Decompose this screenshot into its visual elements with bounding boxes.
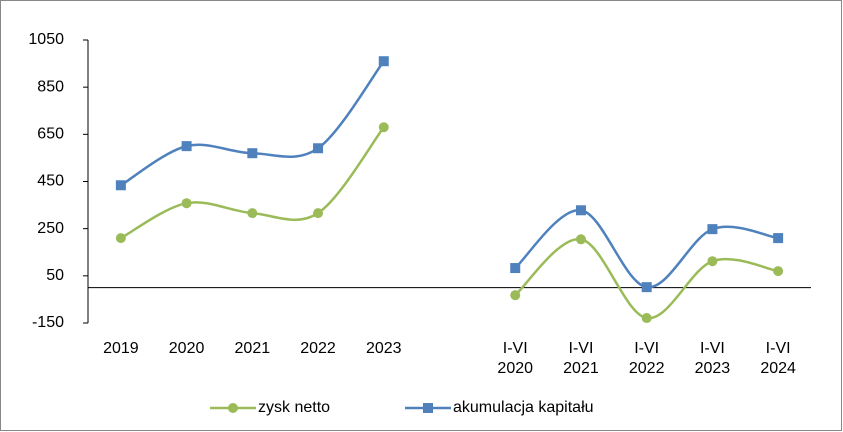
y-tick-label: 250 [37, 220, 64, 237]
x-tick-label: 2019 [103, 340, 139, 357]
point [313, 143, 324, 154]
y-tick-label: 450 [37, 173, 64, 190]
legend-label: akumulacja kapitału [453, 399, 594, 416]
point [641, 282, 652, 293]
point [575, 234, 586, 245]
legend-marker [423, 403, 433, 413]
x-tick-label: I-VI 2022 [628, 340, 665, 377]
point [510, 290, 521, 301]
x-tick-label: 2021 [234, 340, 271, 357]
point [707, 224, 718, 235]
point [181, 198, 192, 209]
x-tick-label: I-VI 2020 [497, 340, 534, 377]
point [181, 141, 192, 152]
point [773, 233, 784, 244]
point [378, 56, 389, 67]
point [313, 208, 324, 219]
point [378, 122, 389, 133]
x-tick-label: I-VI 2024 [760, 340, 796, 377]
point [575, 205, 586, 216]
x-tick-label: 2022 [300, 340, 336, 357]
y-tick-label: -150 [32, 314, 64, 331]
point [641, 313, 652, 324]
legend-label: zysk netto [258, 399, 330, 416]
x-tick-label: I-VI 2021 [563, 340, 599, 377]
point [773, 266, 784, 277]
x-tick-label: I-VI 2023 [694, 340, 731, 377]
point [115, 233, 126, 244]
point [707, 256, 718, 267]
point [115, 180, 126, 191]
point [510, 263, 521, 274]
point [247, 208, 258, 219]
y-tick-label: 650 [37, 126, 64, 143]
y-tick-label: 50 [46, 267, 64, 284]
legend-marker [228, 403, 238, 413]
point [247, 148, 258, 159]
y-tick-label: 850 [37, 78, 64, 95]
x-tick-label: 2023 [365, 340, 402, 357]
x-tick-label: 2020 [168, 340, 205, 357]
y-tick-label: 1050 [28, 31, 64, 48]
